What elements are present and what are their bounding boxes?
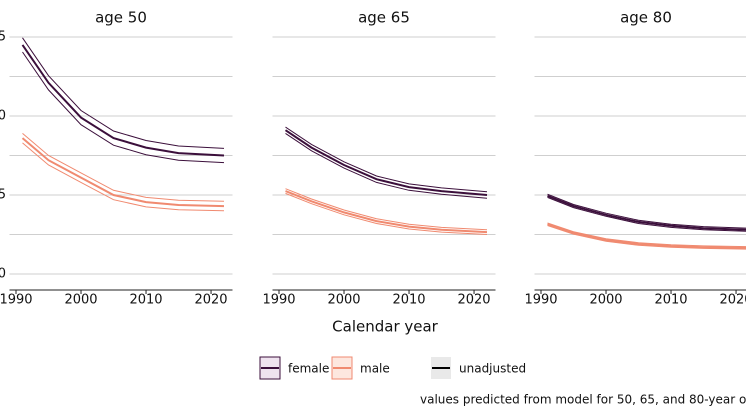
ci-line: [547, 193, 746, 229]
x-axis-label: Calendar year: [332, 318, 439, 336]
legend-label: female: [288, 362, 329, 376]
ci-line: [285, 132, 488, 199]
y-tick-label: 0: [0, 267, 6, 282]
y-tick-label: 15: [0, 29, 6, 44]
ci-line: [22, 51, 225, 164]
y-tick-label: 5: [0, 188, 6, 203]
ci-line: [22, 37, 225, 149]
legend-label: male: [360, 362, 390, 376]
ci-line: [22, 142, 225, 212]
ci-line: [285, 188, 488, 231]
x-tick-label: 2000: [589, 293, 622, 308]
ci-line: [22, 133, 225, 202]
legend-label: unadjusted: [459, 362, 526, 376]
x-tick-label: 1990: [0, 293, 33, 308]
series-line: [285, 190, 488, 234]
x-tick-label: 1990: [524, 293, 557, 308]
series-line: [21, 137, 225, 208]
series-line: [547, 194, 746, 231]
ci-line: [547, 196, 746, 232]
ci-line: [285, 126, 488, 193]
x-tick-label: 2010: [129, 293, 162, 308]
series-line: [284, 129, 488, 196]
x-tick-label: 2000: [64, 293, 97, 308]
panel-title: age 80: [620, 9, 672, 27]
panel-title: age 50: [95, 9, 147, 27]
x-tick-label: 2010: [392, 293, 425, 308]
y-tick-label: 10: [0, 108, 6, 123]
x-tick-label: 2020: [457, 293, 490, 308]
caption: values predicted from model for 50, 65, …: [420, 393, 746, 407]
ci-line: [547, 225, 746, 250]
x-tick-label: 2020: [719, 293, 746, 308]
ci-line: [285, 192, 488, 235]
x-tick-label: 2020: [194, 293, 227, 308]
series-line: [21, 44, 225, 157]
x-tick-label: 1990: [262, 293, 295, 308]
series-line: [547, 223, 746, 249]
panel-title: age 65: [358, 9, 410, 27]
x-tick-label: 2000: [327, 293, 360, 308]
x-tick-label: 2010: [654, 293, 687, 308]
ci-line: [547, 222, 746, 248]
